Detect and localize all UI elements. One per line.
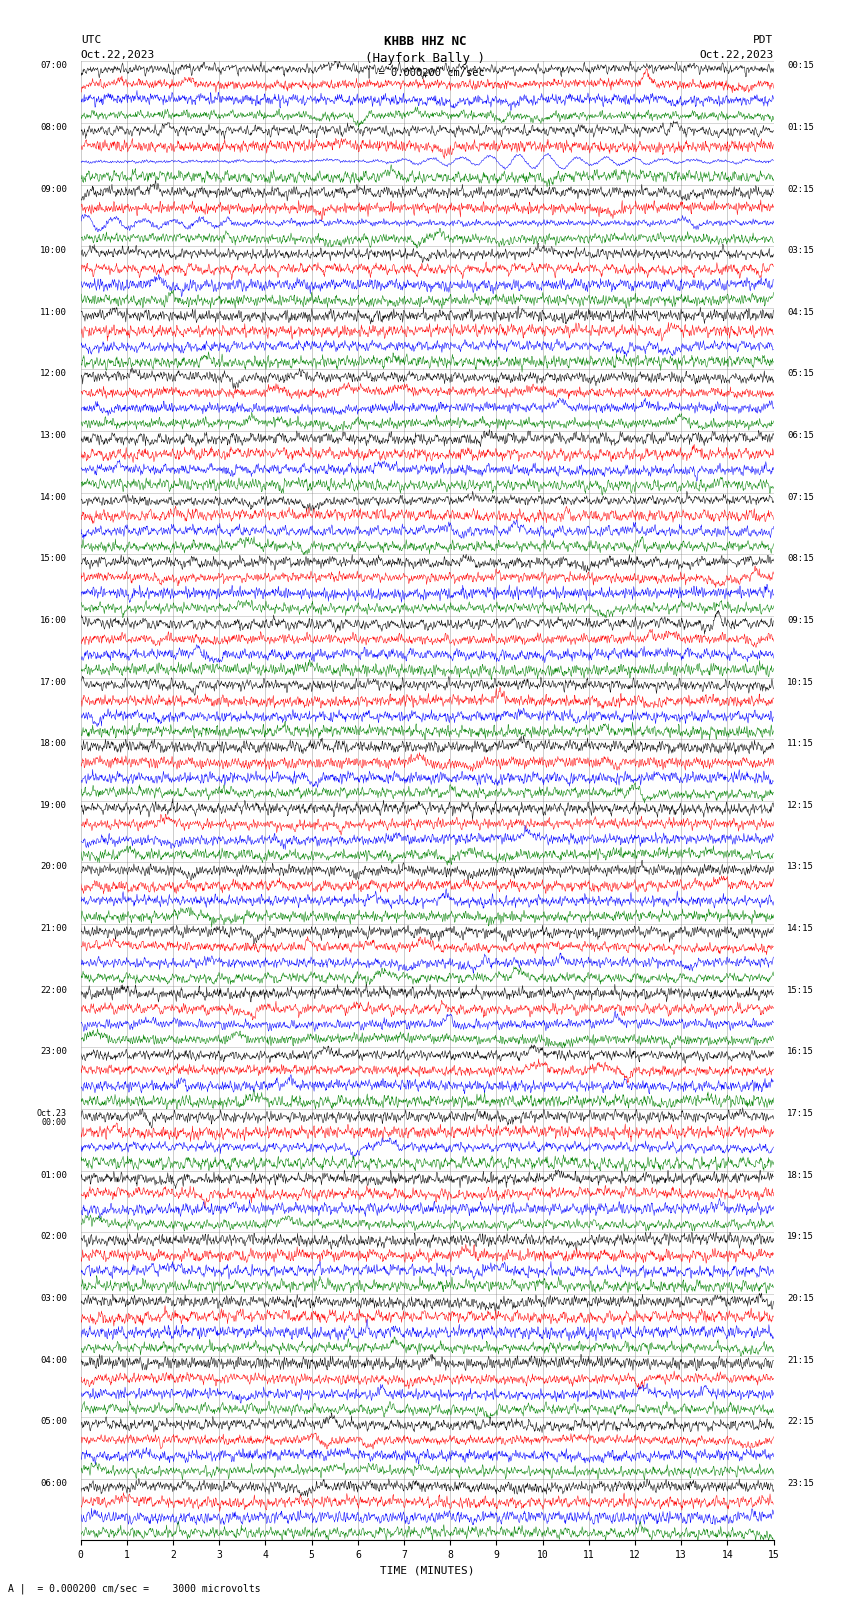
Text: Oct.22,2023: Oct.22,2023	[700, 50, 774, 60]
Text: 20:15: 20:15	[787, 1294, 814, 1303]
X-axis label: TIME (MINUTES): TIME (MINUTES)	[380, 1566, 474, 1576]
Text: 08:00: 08:00	[40, 123, 67, 132]
Text: 04:15: 04:15	[787, 308, 814, 316]
Text: A |  = 0.000200 cm/sec =    3000 microvolts: A | = 0.000200 cm/sec = 3000 microvolts	[8, 1582, 261, 1594]
Text: 20:00: 20:00	[40, 863, 67, 871]
Text: 11:00: 11:00	[40, 308, 67, 316]
Text: 07:00: 07:00	[40, 61, 67, 71]
Text: 12:00: 12:00	[40, 369, 67, 379]
Text: 14:15: 14:15	[787, 924, 814, 932]
Text: 03:00: 03:00	[40, 1294, 67, 1303]
Text: 11:15: 11:15	[787, 739, 814, 748]
Text: 19:00: 19:00	[40, 802, 67, 810]
Text: 13:15: 13:15	[787, 863, 814, 871]
Text: 06:00: 06:00	[40, 1479, 67, 1487]
Text: 12:15: 12:15	[787, 802, 814, 810]
Text: 15:15: 15:15	[787, 986, 814, 995]
Text: 02:15: 02:15	[787, 184, 814, 194]
Text: 02:00: 02:00	[40, 1232, 67, 1242]
Text: 14:00: 14:00	[40, 492, 67, 502]
Text: 00:00: 00:00	[42, 1118, 67, 1127]
Text: 22:15: 22:15	[787, 1418, 814, 1426]
Text: PDT: PDT	[753, 35, 774, 45]
Text: 23:15: 23:15	[787, 1479, 814, 1487]
Text: 18:00: 18:00	[40, 739, 67, 748]
Text: | = 0.000200 cm/sec: | = 0.000200 cm/sec	[366, 68, 484, 79]
Text: 06:15: 06:15	[787, 431, 814, 440]
Text: UTC: UTC	[81, 35, 101, 45]
Text: 21:15: 21:15	[787, 1355, 814, 1365]
Text: 03:15: 03:15	[787, 247, 814, 255]
Text: 23:00: 23:00	[40, 1047, 67, 1057]
Text: 10:15: 10:15	[787, 677, 814, 687]
Text: 00:15: 00:15	[787, 61, 814, 71]
Text: Oct.22,2023: Oct.22,2023	[81, 50, 155, 60]
Text: 16:15: 16:15	[787, 1047, 814, 1057]
Text: 19:15: 19:15	[787, 1232, 814, 1242]
Text: 05:15: 05:15	[787, 369, 814, 379]
Text: KHBB HHZ NC: KHBB HHZ NC	[383, 35, 467, 48]
Text: 09:15: 09:15	[787, 616, 814, 624]
Text: 17:00: 17:00	[40, 677, 67, 687]
Text: 15:00: 15:00	[40, 555, 67, 563]
Text: (Hayfork Bally ): (Hayfork Bally )	[365, 52, 485, 65]
Text: 04:00: 04:00	[40, 1355, 67, 1365]
Text: 08:15: 08:15	[787, 555, 814, 563]
Text: 01:00: 01:00	[40, 1171, 67, 1179]
Text: 21:00: 21:00	[40, 924, 67, 932]
Text: Oct.23: Oct.23	[37, 1110, 67, 1118]
Text: 18:15: 18:15	[787, 1171, 814, 1179]
Text: 09:00: 09:00	[40, 184, 67, 194]
Text: 07:15: 07:15	[787, 492, 814, 502]
Text: 13:00: 13:00	[40, 431, 67, 440]
Text: 05:00: 05:00	[40, 1418, 67, 1426]
Text: 10:00: 10:00	[40, 247, 67, 255]
Text: 16:00: 16:00	[40, 616, 67, 624]
Text: 01:15: 01:15	[787, 123, 814, 132]
Text: 22:00: 22:00	[40, 986, 67, 995]
Text: 17:15: 17:15	[787, 1110, 814, 1118]
